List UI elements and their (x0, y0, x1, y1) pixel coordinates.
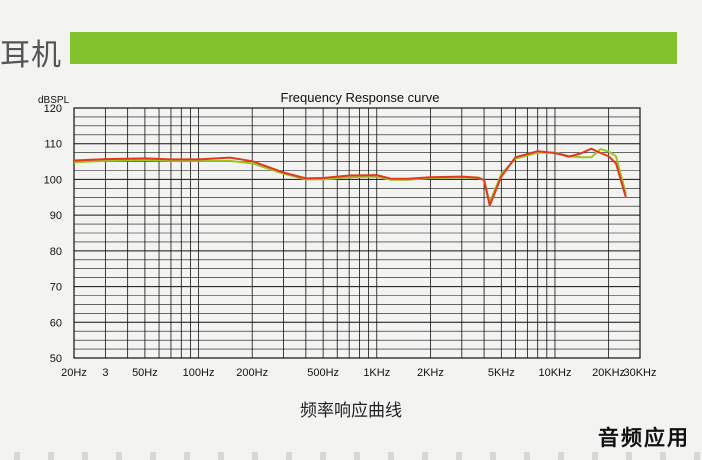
y-tick-label: 60 (50, 317, 62, 329)
x-tick-label: 5KHz (488, 367, 515, 379)
cropped-footer-text (0, 452, 702, 460)
x-tick-label: 10KHz (538, 367, 571, 379)
x-tick-label: 1KHz (363, 367, 390, 379)
y-tick-label: 50 (50, 353, 62, 365)
x-tick-label: 100Hz (183, 367, 215, 379)
y-tick-label: 80 (50, 246, 62, 258)
header-accent-bar (70, 32, 677, 64)
chart-grid (73, 107, 641, 359)
y-tick-label: 100 (44, 174, 62, 186)
series-line-2 (73, 147, 627, 207)
chart-title: Frequency Response curve (281, 90, 440, 105)
x-tick-label: 20KHz (592, 367, 625, 379)
x-tick-label: 2KHz (417, 367, 444, 379)
brand-label: 音频应用 (598, 427, 690, 450)
x-tick-label: 3 (102, 367, 108, 379)
x-tick-label: 500Hz (307, 367, 339, 379)
section-title: 耳机 (0, 39, 62, 72)
x-tick-label: 50Hz (132, 367, 158, 379)
y-tick-label: 70 (50, 282, 62, 294)
chart-caption: 频率响应曲线 (300, 401, 402, 420)
chart-series-layer (73, 147, 627, 207)
x-tick-label: 30KHz (623, 367, 656, 379)
y-tick-label: 120 (44, 103, 62, 115)
chart-labels: Frequency Response curve dBSPL 120 110 100… (38, 90, 657, 379)
x-tick-label: 200Hz (236, 367, 268, 379)
y-tick-label: 90 (50, 210, 62, 222)
y-tick-label: 110 (44, 139, 62, 151)
y-axis-label: dBSPL (38, 95, 70, 106)
x-tick-label: 20Hz (61, 367, 87, 379)
